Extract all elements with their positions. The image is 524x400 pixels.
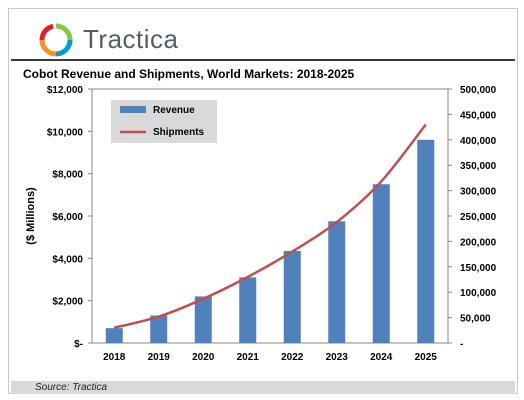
y2-tick-label: 350,000 (460, 161, 497, 172)
y2-tick-label: 150,000 (460, 263, 497, 274)
y-tick-label: $12,000 (47, 85, 84, 96)
revenue-bars (105, 139, 435, 343)
x-tick-label: 2021 (237, 352, 260, 363)
revenue-bar (372, 184, 390, 343)
legend-shipments-label: Shipments (153, 127, 205, 138)
x-axis: 2018 2019 2020 2021 2022 2023 2024 2025 (103, 352, 437, 363)
x-tick-label: 2024 (370, 352, 393, 363)
y-axis-label: ($ Millions) (25, 187, 37, 245)
y-tick-label: $8,000 (52, 170, 83, 181)
chart-title: Cobot Revenue and Shipments, World Marke… (23, 67, 355, 81)
y2-tick-label: 400,000 (460, 136, 497, 147)
shipments-line (113, 123, 427, 329)
y2-tick-label: 450,000 (460, 110, 497, 121)
y2-tick-label: 100,000 (460, 288, 497, 299)
revenue-bar (150, 315, 168, 343)
revenue-bar (105, 328, 123, 343)
revenue-bar (194, 296, 212, 343)
right-y-axis: - 50,000 100,000 150,000 200,000 250,000 300,0… (448, 85, 497, 350)
x-tick-label: 2018 (103, 352, 126, 363)
shipments-line-group (113, 123, 427, 329)
y2-tick-label: 300,000 (460, 187, 497, 198)
x-tick-label: 2023 (326, 352, 349, 363)
title-divider (11, 59, 515, 61)
legend-revenue-swatch (120, 106, 146, 113)
tractica-logo: Tractica (39, 21, 239, 57)
y-tick-label: $- (74, 339, 83, 350)
tractica-logo-mark-icon (39, 23, 73, 57)
y-tick-label: $2,000 (52, 297, 83, 308)
x-tick-label: 2020 (192, 352, 215, 363)
legend: Revenue Shipments (111, 100, 217, 143)
y-tick-label: $4,000 (52, 254, 83, 265)
legend-revenue-label: Revenue (153, 105, 195, 116)
brand-name: Tractica (83, 24, 179, 54)
source-footer: Source: Tractica (11, 381, 515, 394)
y2-tick-label: 200,000 (460, 237, 497, 248)
y-tick-label: $10,000 (47, 127, 84, 138)
revenue-bar (239, 277, 257, 343)
source-note: Source: Tractica (35, 382, 108, 393)
y2-tick-label: 500,000 (460, 85, 497, 96)
x-tick-label: 2025 (415, 352, 438, 363)
x-tick-label: 2022 (281, 352, 304, 363)
x-tick-label: 2019 (148, 352, 171, 363)
revenue-bar (283, 250, 301, 343)
y2-tick-label: 250,000 (460, 212, 497, 223)
revenue-bar (328, 221, 346, 343)
left-y-axis: $- $2,000 $4,000 $6,000 $8,000 $10,000 $12,000 (47, 85, 92, 350)
revenue-bar (417, 139, 435, 343)
y2-tick-label: 50,000 (460, 314, 491, 325)
y-tick-label: $6,000 (52, 212, 83, 223)
y2-tick-label: - (460, 339, 463, 350)
